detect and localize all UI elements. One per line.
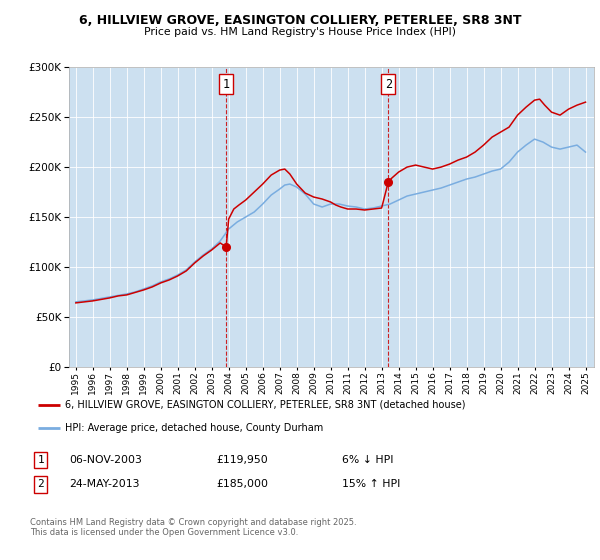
Text: 06-NOV-2003: 06-NOV-2003 bbox=[69, 455, 142, 465]
Text: £119,950: £119,950 bbox=[216, 455, 268, 465]
Text: 1: 1 bbox=[37, 455, 44, 465]
Text: 15% ↑ HPI: 15% ↑ HPI bbox=[342, 479, 400, 489]
Text: 6% ↓ HPI: 6% ↓ HPI bbox=[342, 455, 394, 465]
Text: Price paid vs. HM Land Registry's House Price Index (HPI): Price paid vs. HM Land Registry's House … bbox=[144, 27, 456, 37]
Text: 24-MAY-2013: 24-MAY-2013 bbox=[69, 479, 139, 489]
Text: 2: 2 bbox=[385, 78, 392, 91]
Text: 1: 1 bbox=[223, 78, 230, 91]
Text: 2: 2 bbox=[37, 479, 44, 489]
Text: 6, HILLVIEW GROVE, EASINGTON COLLIERY, PETERLEE, SR8 3NT: 6, HILLVIEW GROVE, EASINGTON COLLIERY, P… bbox=[79, 14, 521, 27]
Text: 6, HILLVIEW GROVE, EASINGTON COLLIERY, PETERLEE, SR8 3NT (detached house): 6, HILLVIEW GROVE, EASINGTON COLLIERY, P… bbox=[65, 400, 466, 410]
Text: HPI: Average price, detached house, County Durham: HPI: Average price, detached house, Coun… bbox=[65, 423, 324, 433]
Text: Contains HM Land Registry data © Crown copyright and database right 2025.
This d: Contains HM Land Registry data © Crown c… bbox=[30, 518, 356, 538]
Text: £185,000: £185,000 bbox=[216, 479, 268, 489]
